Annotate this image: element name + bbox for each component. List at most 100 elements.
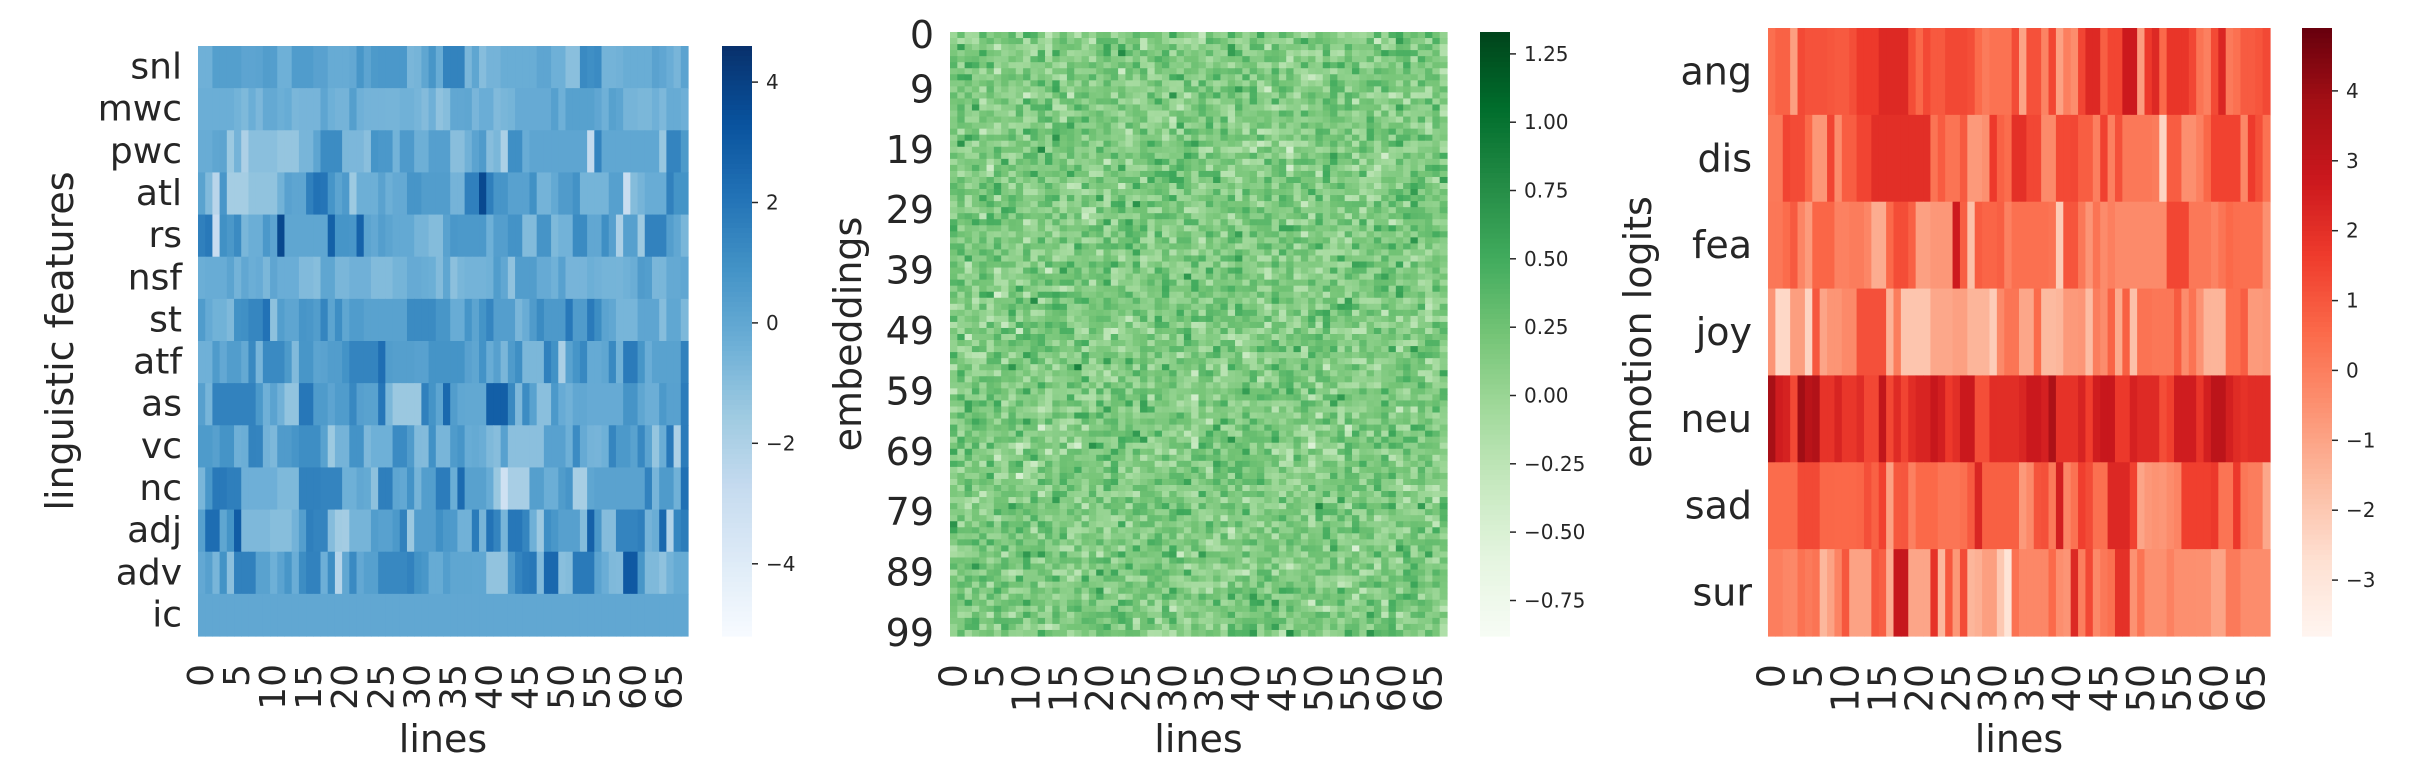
heatmap-cell	[986, 352, 995, 359]
heatmap-cell	[277, 214, 286, 258]
heatmap-cell	[1388, 243, 1397, 251]
heatmap-cell	[1161, 219, 1170, 226]
heatmap-cell	[1344, 297, 1353, 305]
heatmap-cell	[601, 130, 610, 174]
heatmap-cell	[1439, 237, 1448, 244]
heatmap-cell	[1220, 315, 1229, 323]
heatmap-cell	[262, 88, 271, 131]
heatmap-cell	[1249, 92, 1258, 100]
heatmap-cell	[1001, 140, 1010, 148]
heatmap-cell	[1191, 98, 1200, 106]
heatmap-cell	[651, 298, 660, 342]
heatmap-cell	[428, 551, 437, 595]
heatmap-cell	[370, 298, 379, 342]
heatmap-cell	[1183, 128, 1192, 136]
heatmap-cell	[313, 593, 322, 637]
heatmap-cell	[1023, 279, 1031, 287]
heatmap-cell	[971, 176, 980, 184]
heatmap-cell	[1161, 50, 1170, 57]
heatmap-cell	[1132, 104, 1141, 112]
heatmap-cell	[1366, 38, 1375, 45]
heatmap-cell	[1344, 44, 1353, 51]
heatmap-cell	[971, 285, 980, 293]
heatmap-cell	[979, 110, 988, 118]
heatmap-cell	[1286, 213, 1295, 220]
heatmap-cell	[1161, 231, 1170, 238]
heatmap-cell	[500, 130, 509, 174]
heatmap-cell	[1074, 285, 1083, 293]
heatmap-cell	[1271, 183, 1280, 190]
heatmap-cell	[1286, 158, 1295, 166]
heatmap-cell	[320, 593, 329, 637]
heatmap-cell	[1271, 303, 1280, 311]
heatmap-cell	[1381, 152, 1390, 160]
heatmap-cell	[1278, 249, 1287, 257]
heatmap-cell	[270, 214, 278, 258]
heatmap-cell	[1330, 255, 1338, 263]
heatmap-cell	[1351, 279, 1360, 287]
heatmap-cell	[1140, 321, 1148, 329]
heatmap-cell	[979, 62, 988, 69]
heatmap-cell	[1373, 352, 1382, 359]
heatmap-cell	[1169, 237, 1178, 244]
heatmap-cell	[1001, 297, 1010, 305]
heatmap-cell	[1227, 370, 1236, 377]
heatmap-cell	[198, 298, 206, 342]
heatmap-cell	[1132, 334, 1141, 341]
heatmap-cell	[1183, 110, 1192, 118]
heatmap-cell	[1066, 92, 1075, 100]
heatmap-cell	[1213, 128, 1222, 136]
heatmap-cell	[1052, 327, 1061, 335]
heatmap-cell	[1293, 189, 1302, 196]
heatmap-cell	[270, 341, 278, 384]
heatmap-cell	[1293, 207, 1302, 214]
heatmap-cell	[1286, 56, 1295, 63]
heatmap-cell	[370, 593, 379, 637]
heatmap-cell	[1154, 183, 1163, 190]
heatmap-cell	[1213, 104, 1222, 112]
heatmap-cell	[623, 509, 631, 553]
colorbar-segment	[722, 572, 752, 578]
heatmap-cell	[262, 341, 271, 384]
heatmap-cell	[1088, 231, 1097, 238]
heatmap-cell	[1359, 334, 1368, 341]
heatmap-cell	[1198, 158, 1207, 166]
heatmap-cell	[1351, 170, 1360, 178]
heatmap-cell	[1264, 98, 1273, 106]
heatmap-cell	[1300, 183, 1309, 190]
heatmap-cell	[479, 172, 487, 216]
heatmap-cell	[1366, 98, 1375, 106]
heatmap-cell	[1264, 38, 1273, 45]
colorbar-segment	[722, 449, 752, 455]
heatmap-cell	[1074, 56, 1083, 63]
heatmap-cell	[1176, 92, 1185, 100]
heatmap-cell	[1293, 44, 1302, 51]
heatmap-cell	[1096, 315, 1105, 323]
heatmap-cell	[1183, 183, 1192, 190]
heatmap-cell	[1030, 38, 1039, 45]
heatmap-cell	[262, 467, 271, 511]
heatmap-cell	[1008, 140, 1017, 148]
heatmap-cell	[1140, 164, 1148, 172]
heatmap-cell	[486, 551, 495, 595]
heatmap-cell	[1059, 225, 1068, 232]
heatmap-cell	[1059, 219, 1068, 226]
heatmap-cell	[579, 509, 588, 553]
heatmap-cell	[644, 172, 653, 216]
heatmap-cell	[515, 425, 523, 469]
heatmap-cell	[1213, 309, 1222, 317]
heatmap-cell	[1052, 279, 1061, 287]
heatmap-cell	[421, 383, 430, 426]
heatmap-cell	[1110, 291, 1119, 299]
heatmap-cell	[1264, 231, 1273, 238]
heatmap-cell	[1045, 243, 1053, 251]
heatmap-cell	[241, 214, 250, 258]
heatmap-cell	[1293, 340, 1302, 347]
heatmap-cell	[1074, 104, 1083, 112]
heatmap-cell	[1066, 279, 1075, 287]
heatmap-cell	[1132, 267, 1141, 275]
heatmap-cell	[1417, 249, 1426, 257]
heatmap-cell	[1213, 237, 1222, 244]
heatmap-cell	[450, 509, 459, 553]
heatmap-cell	[1059, 321, 1068, 329]
